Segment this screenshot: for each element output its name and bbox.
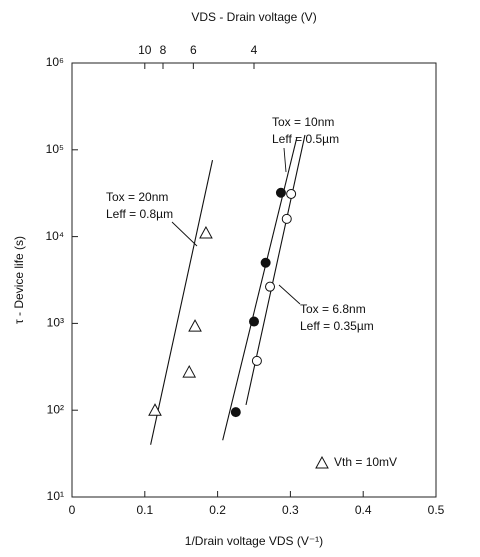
legend-triangle (315, 455, 329, 469)
fit-line (150, 160, 214, 445)
fit-line (222, 136, 298, 441)
y-axis-label: τ - Device life (s) (12, 236, 26, 324)
x-tick-label: 0.1 (136, 503, 153, 517)
x-tick-label: 0.2 (209, 503, 226, 517)
y-tick-label: 10² (47, 402, 64, 416)
triangle-point (182, 365, 197, 378)
circle-point (251, 355, 262, 366)
x-tick-label: 0.3 (282, 503, 299, 517)
annotation: Tox = 20nm (106, 190, 168, 204)
y-tick-label: 10⁴ (45, 229, 64, 243)
arrow (278, 284, 301, 305)
top-axis-label: VDS - Drain voltage (V) (191, 10, 316, 24)
circle-point (230, 407, 241, 418)
x-tick-label: 0 (69, 503, 76, 517)
triangle-point (199, 225, 213, 239)
annotation: Leff = 0.35µm (300, 319, 374, 333)
x-axis-label: 1/Drain voltage VDS (V⁻¹) (185, 534, 323, 548)
y-tick-label: 10¹ (47, 489, 64, 503)
circle-point (281, 213, 292, 224)
circle-point (265, 281, 276, 292)
annotation: Leff = 0.5µm (272, 132, 339, 146)
y-tick-label: 10⁵ (46, 142, 64, 156)
annotation: Vth = 10mV (334, 455, 397, 469)
annotation: Tox = 10nm (272, 115, 334, 129)
top-tick-label: 10 (138, 43, 152, 57)
top-tick-label: 4 (251, 43, 258, 57)
annotation: Tox = 6.8nm (300, 302, 366, 316)
circle-point (275, 187, 286, 198)
y-tick-label: 10³ (47, 316, 64, 330)
top-tick-label: 6 (190, 43, 197, 57)
triangle-point (148, 403, 162, 416)
triangle-point (188, 319, 202, 332)
circle-point (286, 188, 297, 199)
x-tick-label: 0.5 (428, 503, 445, 517)
y-tick-label: 10⁶ (46, 55, 64, 69)
plot-frame (71, 62, 437, 498)
x-tick-label: 0.4 (355, 503, 372, 517)
arrow (283, 147, 287, 173)
circle-point (249, 316, 259, 327)
circle-point (260, 257, 271, 268)
annotation: Leff = 0.8µm (106, 207, 173, 221)
arrow (171, 221, 198, 247)
top-tick-label: 8 (160, 43, 167, 57)
